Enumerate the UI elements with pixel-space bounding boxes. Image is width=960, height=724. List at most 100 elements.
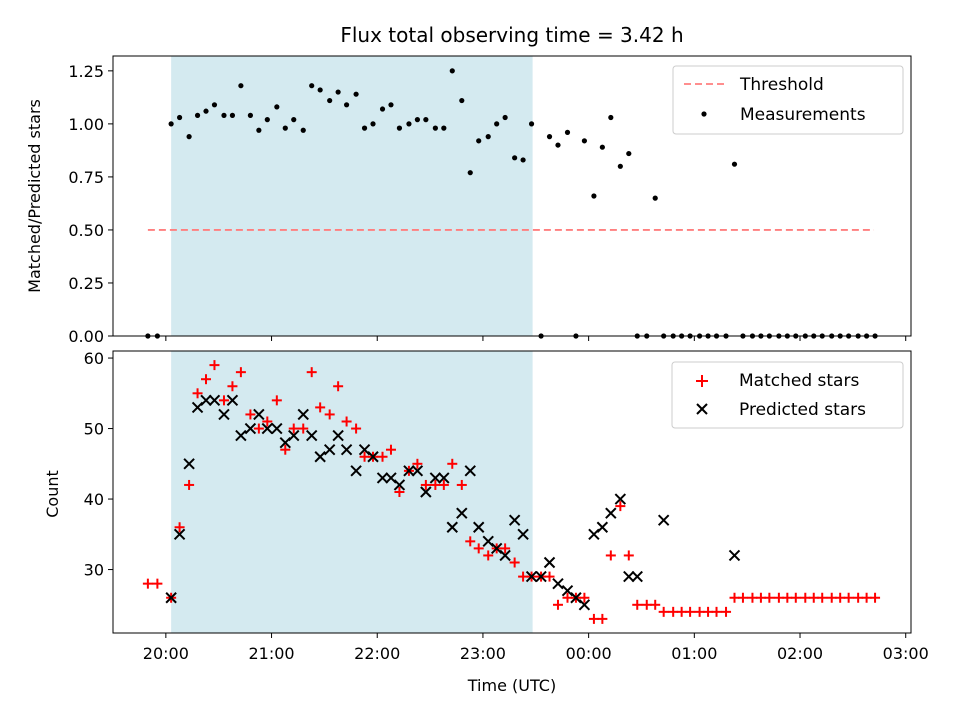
top-x-axis: [165, 336, 907, 341]
predicted-star-point: [288, 429, 300, 442]
predicted-star-point: [631, 570, 643, 583]
matched-star-point: [385, 444, 396, 455]
measurement-point: [555, 142, 561, 148]
measurement-point: [370, 121, 376, 127]
measurement-point: [617, 163, 623, 169]
matched-star-point: [861, 592, 872, 603]
matched-star-point: [201, 374, 212, 385]
y-tick-label: 30: [84, 561, 104, 580]
matched-star-point: [737, 592, 748, 603]
predicted-star-point: [438, 472, 450, 484]
matched-star-point: [623, 550, 634, 561]
matched-star-point: [641, 599, 652, 610]
y-tick-label: 1.00: [68, 115, 104, 134]
matched-star-point: [438, 479, 449, 490]
matched-star-point: [694, 606, 705, 617]
matched-star-point: [142, 578, 153, 589]
measurement-point: [591, 193, 597, 199]
matched-star-point: [262, 416, 273, 427]
predicted-star-point: [456, 507, 468, 519]
measurement-point: [221, 112, 227, 118]
predicted-star-point: [253, 408, 265, 421]
predicted-star-point: [208, 394, 221, 407]
predicted-stars-series: [165, 394, 741, 611]
measurement-point: [388, 102, 394, 108]
measurement-point: [528, 121, 535, 127]
predicted-star-point: [165, 592, 177, 604]
matched-star-point: [509, 557, 520, 568]
matched-star-point: [544, 571, 555, 582]
matched-star-point: [315, 402, 326, 413]
x-tick-label: 21:00: [248, 644, 294, 663]
measurement-point: [520, 157, 526, 163]
matched-star-point: [808, 592, 819, 603]
matched-star-point: [209, 360, 220, 371]
matched-star-point: [456, 479, 467, 490]
top-y-axis: 0.00 0.25 0.50 0.75 1.00 1.25: [68, 62, 113, 346]
predicted-star-point: [499, 549, 511, 562]
predicted-star-point: [261, 422, 274, 435]
predicted-star-point: [552, 577, 564, 590]
measurement-point: [467, 170, 473, 176]
predicted-star-point: [393, 479, 406, 491]
y-tick-label: 50: [84, 420, 104, 439]
measurement-point: [423, 117, 429, 123]
matched-star-point: [473, 543, 484, 554]
measurement-point: [282, 125, 288, 131]
matched-star-point: [826, 592, 837, 603]
matched-star-point: [377, 451, 388, 462]
predicted-star-point: [517, 528, 529, 541]
matched-star-point: [685, 606, 696, 617]
x-tick-label: 20:00: [143, 644, 189, 663]
predicted-star-point: [657, 514, 670, 526]
measurement-point: [485, 134, 491, 140]
predicted-star-point: [429, 472, 442, 484]
measurement-point: [581, 138, 588, 144]
matched-star-point: [843, 592, 854, 603]
x-tick-label: 01:00: [671, 644, 717, 663]
matched-star-point: [597, 613, 608, 624]
matched-star-point: [790, 592, 801, 603]
predicted-star-point: [472, 521, 485, 533]
matched-star-point: [483, 550, 494, 561]
measurement-point: [361, 125, 368, 131]
bottom-plot-frame: [112, 350, 912, 634]
measurement-point: [379, 106, 386, 112]
measurement-point: [211, 102, 218, 108]
measurement-point: [300, 127, 306, 133]
matched-star-point: [729, 592, 740, 603]
predicted-star-point: [271, 422, 283, 435]
measurement-point: [626, 150, 632, 157]
predicted-star-point: [183, 458, 195, 470]
measurement-point: [396, 125, 403, 131]
measurement-point: [256, 127, 262, 133]
measurement-point: [327, 97, 333, 104]
matched-star-point: [562, 592, 573, 603]
bottom-panel: 30 40 50 60 20:00 21:00 22:00 23:00 00:00 01:00 0…: [43, 349, 929, 695]
matched-star-point: [721, 606, 732, 617]
predicted-star-point: [200, 394, 212, 407]
predicted-star-point: [403, 465, 415, 477]
matched-star-point: [152, 578, 163, 589]
legend-matched-label: Matched stars: [739, 371, 859, 391]
matched-star-point: [552, 599, 563, 610]
predicted-star-point: [525, 570, 538, 583]
measurement-point: [274, 104, 280, 110]
measurement-point: [476, 138, 482, 144]
matched-star-point: [174, 522, 185, 533]
matched-star-point: [235, 367, 246, 378]
measurement-point: [459, 97, 465, 104]
bottom-legend-box: [671, 361, 904, 429]
matched-star-point: [800, 592, 811, 603]
matched-star-point: [271, 395, 282, 406]
matched-star-point: [324, 409, 335, 420]
matched-star-point: [588, 613, 599, 624]
measurement-point: [406, 121, 412, 127]
predicted-star-point: [226, 394, 239, 407]
predicted-star-point: [614, 493, 627, 505]
x-tick-label: 00:00: [566, 644, 612, 663]
x-tick-label: 03:00: [883, 644, 929, 663]
y-tick-label: 0.25: [68, 274, 104, 293]
matched-star-point: [755, 592, 766, 603]
